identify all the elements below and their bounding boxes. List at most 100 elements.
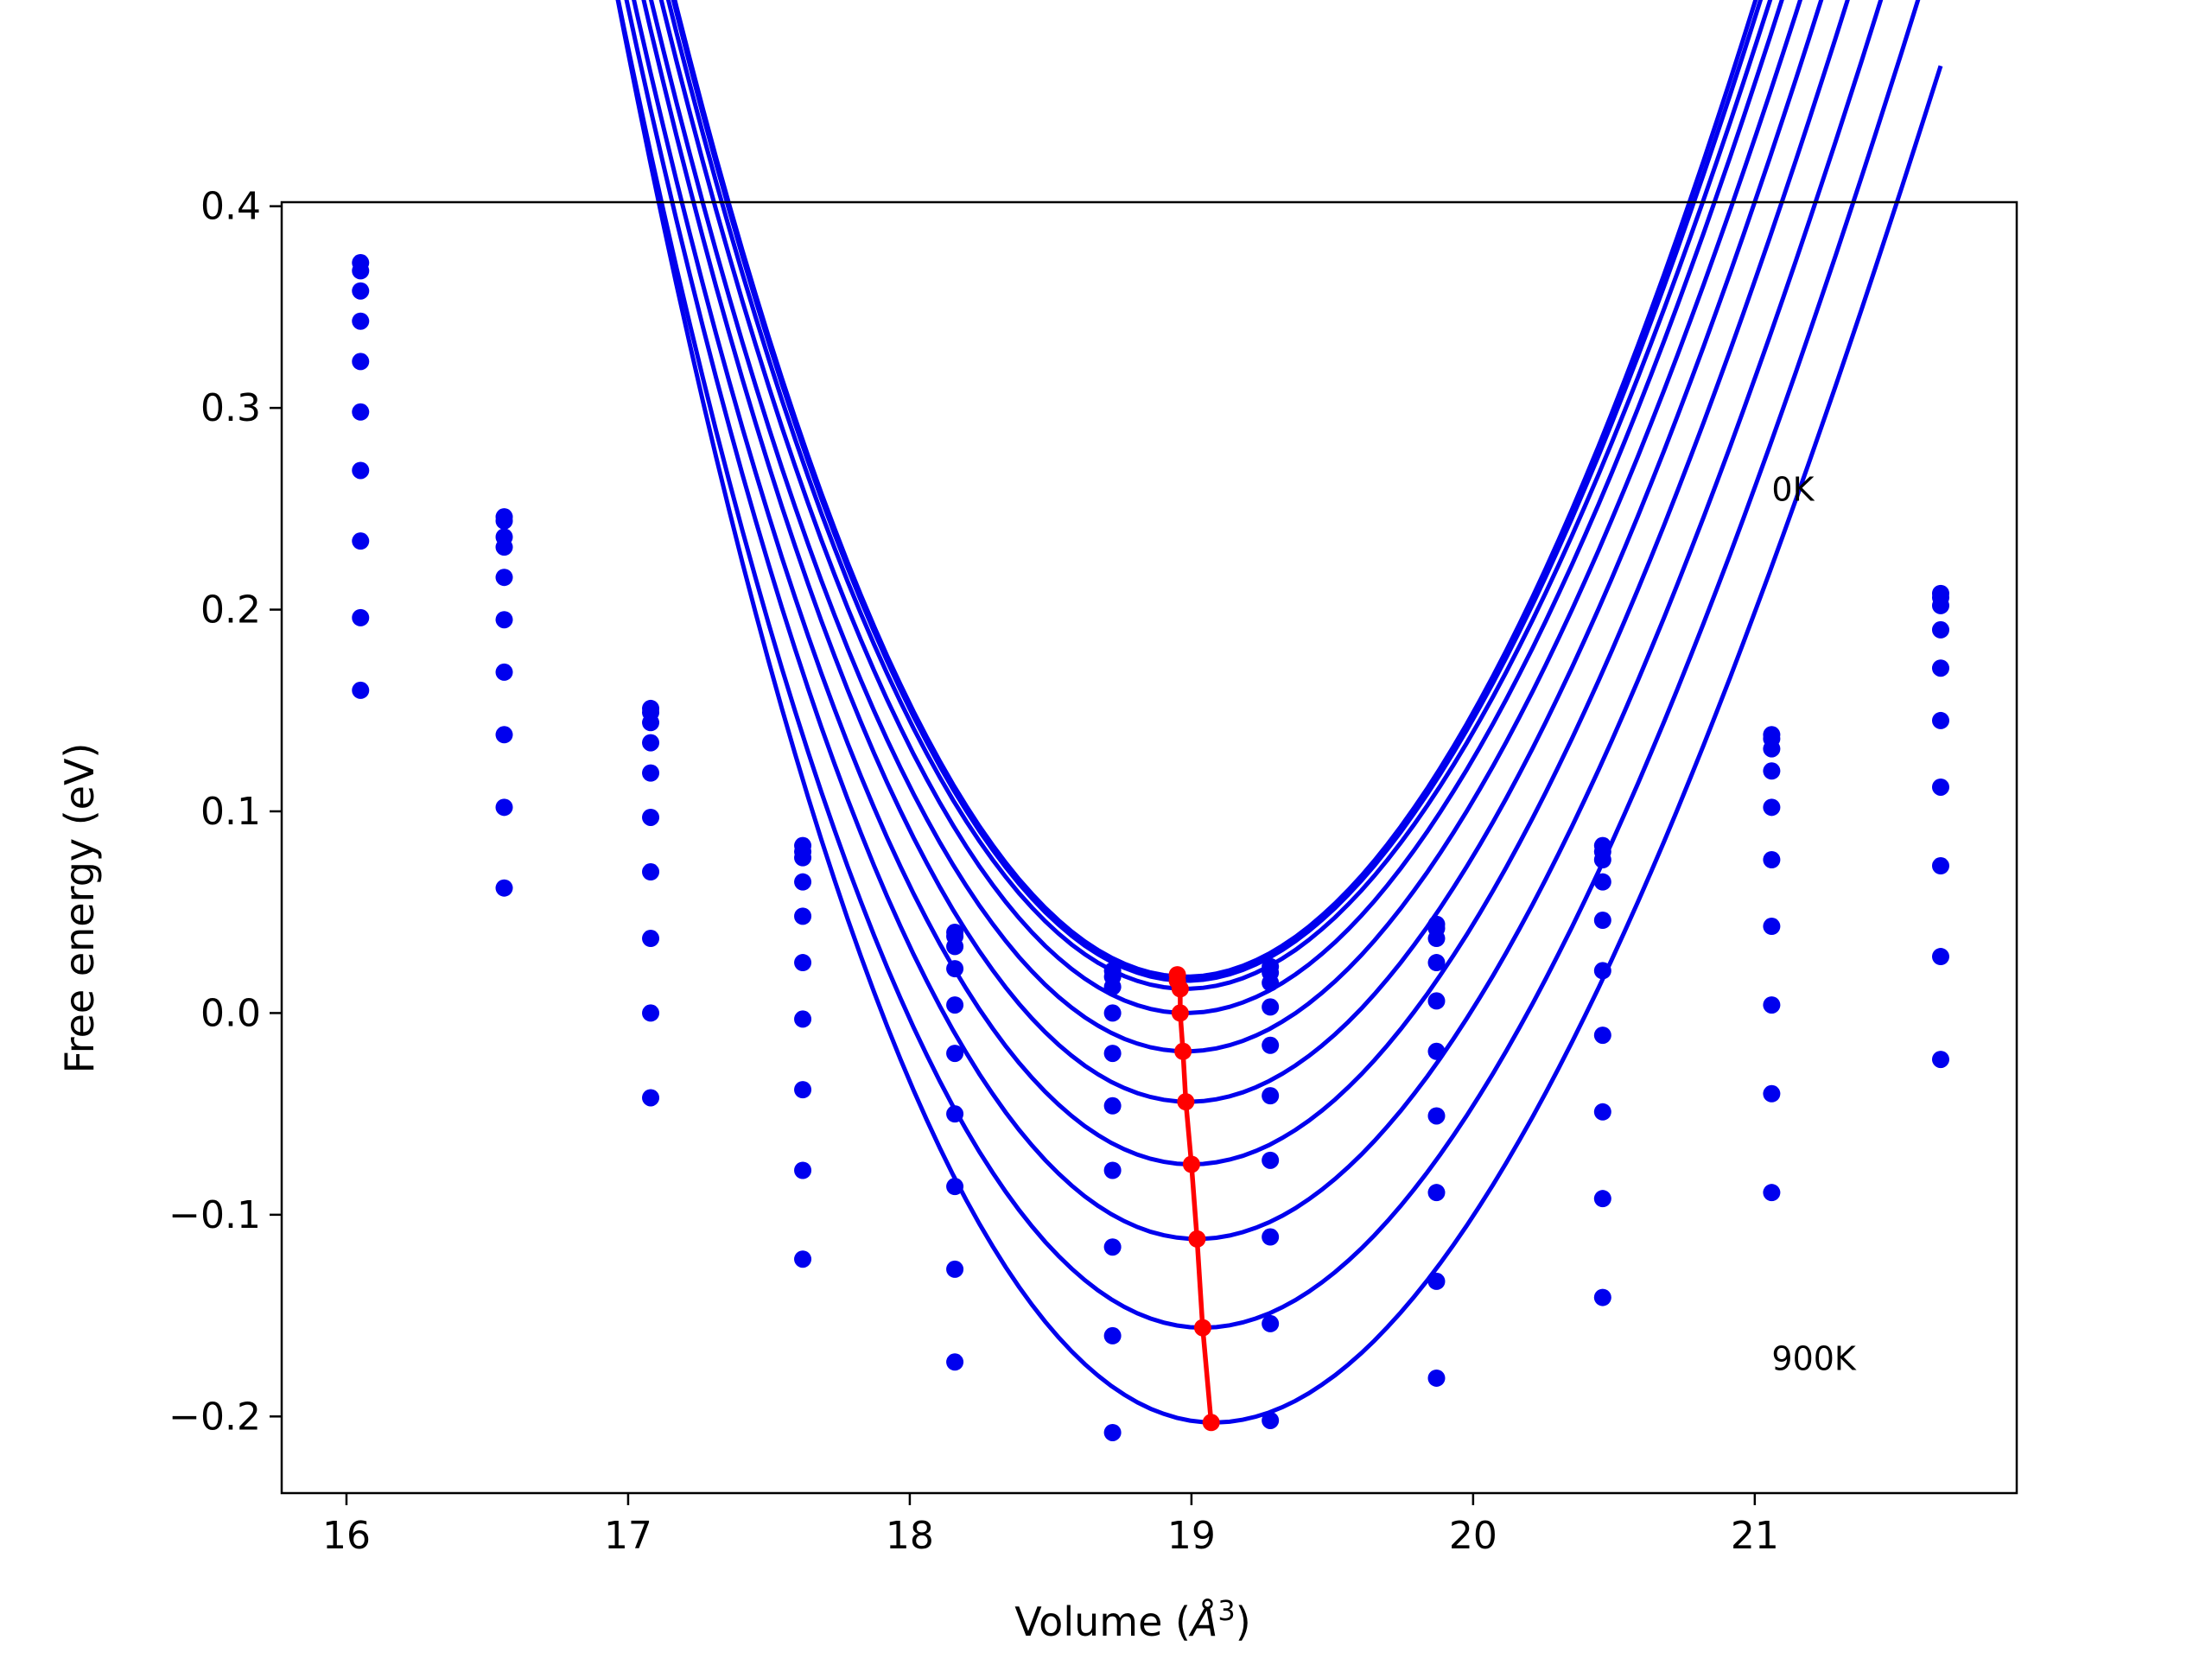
x-tick-label: 19: [1167, 1514, 1216, 1558]
data-point: [1593, 1027, 1611, 1045]
x-tick-label: 20: [1449, 1514, 1497, 1558]
data-point: [946, 1105, 964, 1123]
data-point: [1593, 1103, 1611, 1121]
data-point: [495, 512, 513, 530]
x-tick-label: 21: [1731, 1514, 1779, 1558]
data-point: [642, 734, 660, 752]
data-point: [1262, 1036, 1280, 1054]
data-point: [1427, 1369, 1446, 1387]
x-ticks: 16 17 18 19 20 21: [322, 1493, 1779, 1558]
data-point: [1262, 1314, 1280, 1332]
minimum-point: [1177, 1093, 1195, 1111]
fit-curve-5: [641, 0, 1824, 1104]
data-point: [794, 907, 812, 925]
data-point: [794, 873, 812, 891]
data-point: [1427, 930, 1446, 948]
data-point: [1763, 740, 1781, 758]
data-point: [1593, 873, 1611, 891]
data-point: [1103, 1045, 1122, 1063]
data-point: [642, 1089, 660, 1107]
data-point: [1593, 851, 1611, 869]
data-point: [1427, 992, 1446, 1010]
data-point: [1763, 798, 1781, 817]
data-point: [1103, 1161, 1122, 1179]
data-point: [352, 681, 370, 699]
data-point: [1427, 1107, 1446, 1125]
data-point: [1262, 1411, 1280, 1429]
data-point: [352, 312, 370, 330]
data-point: [946, 1260, 964, 1278]
data-point: [352, 353, 370, 371]
data-point: [794, 1081, 812, 1099]
data-point: [1262, 974, 1280, 992]
annotations: 0K 900K: [1771, 470, 1857, 1377]
x-tick-label: 17: [604, 1514, 652, 1558]
minimum-point: [1171, 1004, 1189, 1022]
data-point: [1763, 996, 1781, 1014]
data-point: [1593, 962, 1611, 980]
data-point: [352, 282, 370, 300]
minimum-point: [1193, 1319, 1211, 1337]
data-point: [794, 1010, 812, 1028]
minimum-point: [1174, 1042, 1192, 1060]
fit-curve-3: [658, 0, 1784, 1015]
data-point: [1427, 1042, 1446, 1060]
data-point: [642, 808, 660, 826]
y-tick-label: 0.4: [200, 185, 261, 229]
data-point: [1593, 1190, 1611, 1208]
data-point: [495, 798, 513, 817]
data-point: [1262, 1228, 1280, 1246]
data-point: [794, 849, 812, 867]
data-point: [495, 726, 513, 744]
data-point: [495, 663, 513, 681]
data-point: [352, 532, 370, 550]
minimum-point: [1202, 1414, 1220, 1432]
data-point: [1931, 778, 1949, 796]
data-point: [1931, 620, 1949, 639]
x-tick-label: 16: [322, 1514, 371, 1558]
minimum-point: [1171, 980, 1189, 998]
data-point: [352, 608, 370, 626]
data-point: [1103, 978, 1122, 996]
data-point: [1262, 1087, 1280, 1105]
data-point: [1103, 1004, 1122, 1022]
data-point: [642, 764, 660, 782]
y-tick-label: 0.1: [200, 790, 261, 834]
fit-curve-0: [672, 0, 1758, 979]
data-point: [495, 569, 513, 587]
data-point: [1763, 851, 1781, 869]
data-point: [946, 1045, 964, 1063]
data-point: [1931, 711, 1949, 729]
data-point: [946, 960, 964, 978]
minimum-point: [1182, 1155, 1200, 1173]
fit-curves: [615, 0, 1943, 1425]
data-point: [1427, 954, 1446, 972]
data-point: [1103, 1326, 1122, 1344]
data-point: [1593, 1288, 1611, 1306]
y-ticks: 0.4 0.3 0.2 0.1 0.0 −0.1 −0.2: [168, 185, 282, 1439]
data-point: [495, 879, 513, 897]
x-tick-label: 18: [886, 1514, 934, 1558]
data-point: [794, 1161, 812, 1179]
axes-frame: [280, 200, 2018, 1495]
data-point: [1763, 1084, 1781, 1103]
fit-curve-1: [671, 0, 1764, 983]
data-point: [352, 461, 370, 480]
minimum-point: [1188, 1230, 1206, 1248]
data-point: [1931, 857, 1949, 875]
y-axis-label: Free energy (eV): [56, 743, 103, 1074]
data-point: [352, 262, 370, 280]
data-points: [352, 254, 1949, 1441]
temperature-annotation: 900K: [1771, 1340, 1857, 1378]
data-point: [642, 930, 660, 948]
y-tick-label: −0.1: [168, 1193, 261, 1237]
data-point: [946, 996, 964, 1014]
y-tick-label: 0.0: [200, 991, 261, 1035]
data-point: [352, 403, 370, 421]
data-point: [1593, 912, 1611, 930]
data-point: [495, 611, 513, 629]
fit-curve-9: [615, 0, 1943, 1425]
y-tick-label: 0.3: [200, 386, 261, 430]
